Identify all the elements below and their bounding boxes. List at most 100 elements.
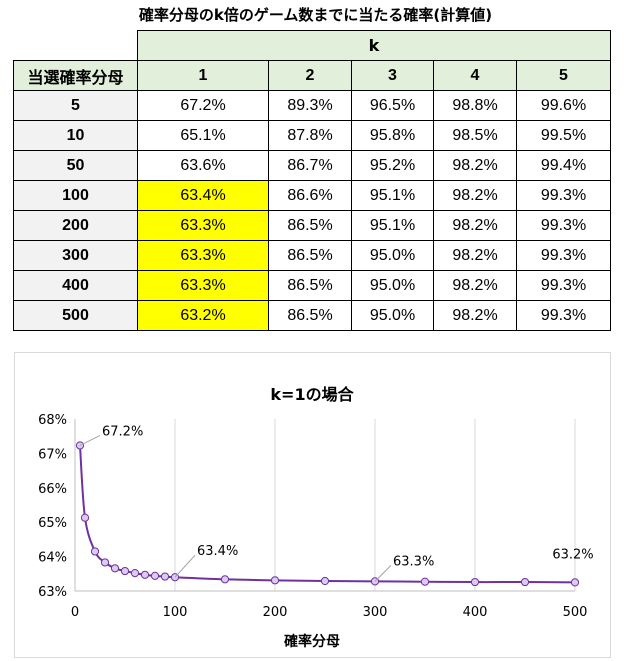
- table-cell: 99.3%: [516, 180, 611, 211]
- table-row: 500 63.2% 86.5% 95.0% 98.2% 99.3%: [13, 300, 611, 331]
- row-denominator: 100: [13, 180, 138, 211]
- data-point: [120, 566, 130, 576]
- row-denominator: 400: [13, 270, 138, 301]
- table-cell: 98.5%: [433, 120, 517, 151]
- table-cell: 95.1%: [351, 210, 434, 241]
- data-label: 63.2%: [552, 547, 593, 562]
- y-tick-label: 63%: [38, 585, 67, 600]
- table-cell: 86.5%: [268, 210, 352, 241]
- table-cell: 89.3%: [268, 90, 352, 121]
- series-line: [79, 445, 576, 584]
- table-cell: 86.5%: [268, 270, 352, 301]
- table-cell: 98.2%: [433, 180, 517, 211]
- table-cell: 63.3%: [137, 240, 269, 271]
- table-cell: 99.6%: [516, 90, 611, 121]
- data-label: 67.2%: [102, 424, 143, 439]
- table-cell: 95.0%: [351, 270, 434, 301]
- leader-line: [79, 435, 101, 446]
- data-point: [80, 513, 90, 522]
- table-cell: 98.8%: [433, 90, 517, 121]
- x-tick-label: 0: [71, 605, 79, 620]
- table-title: 確率分母のk倍のゲーム数までに当たる確率(計算値): [138, 6, 493, 24]
- table-row: 50 63.6% 86.7% 95.2% 98.2% 99.4%: [13, 150, 611, 181]
- y-tick-label: 64%: [38, 551, 67, 566]
- table-cell: 86.5%: [268, 300, 352, 331]
- table-cell: 63.3%: [137, 210, 269, 241]
- table-cell: 99.3%: [516, 270, 611, 301]
- table-cell: 63.3%: [137, 270, 269, 301]
- column-header-5: 5: [516, 60, 611, 91]
- data-label: 63.4%: [197, 544, 238, 559]
- table-cell: 99.5%: [516, 120, 611, 151]
- x-tick-label: 200: [263, 605, 288, 620]
- table-cell: 99.3%: [516, 300, 611, 331]
- table-cell: 98.2%: [433, 210, 517, 241]
- table-cell: 87.8%: [268, 120, 352, 151]
- row-denominator: 200: [13, 210, 138, 241]
- table-cell: 95.1%: [351, 180, 434, 211]
- y-tick-label: 65%: [38, 516, 67, 531]
- table-row: 100 63.4% 86.6% 95.1% 98.2% 99.3%: [13, 180, 611, 211]
- x-axis-label: 確率分母: [284, 633, 340, 650]
- y-tick-label: 66%: [38, 482, 67, 497]
- data-point: [270, 576, 280, 585]
- leader-line: [174, 554, 196, 578]
- y-tick-label: 67%: [38, 447, 67, 462]
- data-point: [110, 564, 120, 573]
- column-header-3: 3: [351, 60, 434, 91]
- k-header-row: k: [13, 30, 611, 61]
- table-cell: 86.7%: [268, 150, 352, 181]
- corner-cell: [13, 30, 138, 61]
- column-header-4: 4: [433, 60, 517, 91]
- x-tick-label: 100: [163, 605, 188, 620]
- x-tick-label: 300: [363, 605, 388, 620]
- table-cell: 95.0%: [351, 240, 434, 271]
- table-cell: 63.4%: [137, 180, 269, 211]
- column-header-1: 1: [137, 60, 269, 91]
- y-tick-label: 68%: [38, 413, 67, 428]
- chart-area: k=1の場合 63% 64% 65% 66% 67% 68% 0 100 200 300 400 500…: [14, 352, 611, 658]
- data-point: [570, 578, 580, 587]
- table-cell: 95.2%: [351, 150, 434, 181]
- data-point: [100, 558, 110, 567]
- table-cell: 86.6%: [268, 180, 352, 211]
- table-cell: 65.1%: [137, 120, 269, 151]
- row-denominator: 50: [13, 150, 138, 181]
- table-row: 10 65.1% 87.8% 95.8% 98.5% 99.5%: [13, 120, 611, 151]
- table-cell: 86.5%: [268, 240, 352, 271]
- data-point: [75, 441, 85, 450]
- data-point: [470, 577, 480, 587]
- chart-title: k=1の場合: [270, 385, 354, 404]
- table-cell: 63.6%: [137, 150, 269, 181]
- table-cell: 98.2%: [433, 270, 517, 301]
- data-point: [320, 576, 330, 586]
- table-cell: 95.8%: [351, 120, 434, 151]
- table-row: 5 67.2% 89.3% 96.5% 98.8% 99.6%: [13, 90, 611, 121]
- row-denominator: 10: [13, 120, 138, 151]
- table-cell: 98.2%: [433, 300, 517, 331]
- column-header-2: 2: [268, 60, 352, 91]
- data-point: [150, 571, 160, 580]
- data-point: [160, 572, 170, 581]
- data-point: [520, 577, 530, 587]
- table-cell: 98.2%: [433, 240, 517, 271]
- data-point: [220, 575, 230, 584]
- table-row: 300 63.3% 86.5% 95.0% 98.2% 99.3%: [13, 240, 611, 271]
- table-cell: 67.2%: [137, 90, 269, 121]
- table-row: 400 63.3% 86.5% 95.0% 98.2% 99.3%: [13, 270, 611, 301]
- leader-line: [374, 565, 392, 582]
- table-cell: 95.0%: [351, 300, 434, 331]
- row-axis-header: 当選確率分母: [13, 60, 138, 91]
- data-point: [130, 569, 140, 578]
- table-cell: 99.3%: [516, 210, 611, 241]
- line-chart: k=1の場合 63% 64% 65% 66% 67% 68% 0 100 200 300 400 500…: [38, 385, 594, 650]
- data-label: 63.3%: [393, 554, 434, 569]
- data-point: [420, 577, 430, 586]
- table-cell: 99.4%: [516, 150, 611, 181]
- row-denominator: 300: [13, 240, 138, 271]
- k-header: k: [137, 30, 611, 61]
- data-point: [90, 547, 100, 556]
- table-cell: 98.2%: [433, 150, 517, 181]
